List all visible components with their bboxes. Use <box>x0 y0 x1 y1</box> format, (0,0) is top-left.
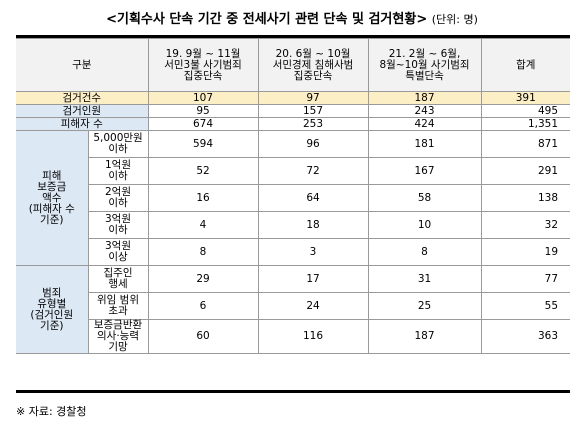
cell: 18 <box>257 211 369 239</box>
header-col1: 19. 9월 ~ 11월 서민3불 사기범죄 집중단속 <box>147 38 259 92</box>
cell: 674 <box>147 117 259 131</box>
cell: 391 <box>480 91 571 105</box>
table-row: 검거건수 107 97 187 391 <box>16 91 571 105</box>
table-row: 위임 범위 초과 6 24 25 55 <box>16 292 571 320</box>
title-text: <기획수사 단속 기간 중 전세사기 관련 단속 및 검거현황> <box>106 12 428 27</box>
source-note: ※ 자료: 경찰청 <box>16 405 87 418</box>
table-row: 2억원 이하 16 64 58 138 <box>16 184 571 212</box>
cell: 4 <box>147 211 259 239</box>
table-row: 검거인원 95 157 243 495 <box>16 104 571 118</box>
cell: 253 <box>257 117 369 131</box>
cell: 1,351 <box>480 117 571 131</box>
table-row: 1억원 이하 52 72 167 291 <box>16 157 571 185</box>
group-label-crime-type: 범죄 유형별 (검거인원 기준) <box>16 265 89 354</box>
header-col2: 20. 6월 ~ 10월 서민경제 침해사범 집중단속 <box>257 38 369 92</box>
cell: 19 <box>480 238 571 266</box>
cell: 60 <box>147 319 259 354</box>
cell: 64 <box>257 184 369 212</box>
cell: 6 <box>147 292 259 320</box>
cell: 424 <box>367 117 482 131</box>
cell: 58 <box>367 184 482 212</box>
row-label: 2억원 이하 <box>88 184 149 212</box>
cell: 116 <box>257 319 369 354</box>
cell: 77 <box>480 265 571 293</box>
cell: 291 <box>480 157 571 185</box>
cell: 181 <box>367 130 482 158</box>
cell: 29 <box>147 265 259 293</box>
cell: 363 <box>480 319 571 354</box>
cell: 138 <box>480 184 571 212</box>
row-label: 3억원 이하 <box>88 211 149 239</box>
table-row: 3억원 이상 8 3 8 19 <box>16 238 571 266</box>
cell: 157 <box>257 104 369 118</box>
cell: 16 <box>147 184 259 212</box>
table-row: 범죄 유형별 (검거인원 기준) 집주인 행세 29 17 31 77 <box>16 265 571 354</box>
cell: 97 <box>257 91 369 105</box>
cell: 95 <box>147 104 259 118</box>
cell: 31 <box>367 265 482 293</box>
row-label: 검거인원 <box>16 104 149 118</box>
table-row: 3억원 이하 4 18 10 32 <box>16 211 571 239</box>
cell: 107 <box>147 91 259 105</box>
cell: 594 <box>147 130 259 158</box>
table-row: 보증금반환 의사·능력 기망 60 116 187 363 <box>16 319 571 354</box>
stats-table-wrapper: 구분 19. 9월 ~ 11월 서민3불 사기범죄 집중단속 20. 6월 ~ … <box>16 35 571 393</box>
row-label: 1억원 이하 <box>88 157 149 185</box>
stats-table: 구분 19. 9월 ~ 11월 서민3불 사기범죄 집중단속 20. 6월 ~ … <box>16 38 571 354</box>
row-label: 검거건수 <box>16 91 149 105</box>
cell: 167 <box>367 157 482 185</box>
group-label-deposit: 피해 보증금 액수 (피해자 수 기준) <box>16 130 89 266</box>
cell: 495 <box>480 104 571 118</box>
cell: 32 <box>480 211 571 239</box>
row-label: 위임 범위 초과 <box>88 292 149 320</box>
cell: 8 <box>147 238 259 266</box>
row-label: 집주인 행세 <box>87 265 149 293</box>
row-label: 3억원 이상 <box>88 238 149 266</box>
row-label: 피해자 수 <box>16 117 149 131</box>
cell: 52 <box>147 157 259 185</box>
cell: 17 <box>257 265 369 293</box>
cell: 187 <box>367 91 482 105</box>
cell: 96 <box>257 130 369 158</box>
row-label: 5,000만원 이하 <box>87 130 149 158</box>
header-col3: 21. 2월 ~ 6월, 8월~10월 사기범죄 특별단속 <box>367 38 482 92</box>
cell: 10 <box>367 211 482 239</box>
table-row: 피해 보증금 액수 (피해자 수 기준) 5,000만원 이하 594 96 1… <box>16 130 571 266</box>
cell: 3 <box>257 238 369 266</box>
cell: 72 <box>257 157 369 185</box>
header-category: 구분 <box>16 38 149 92</box>
cell: 187 <box>367 319 482 354</box>
unit-text: (단위: 명) <box>431 13 478 26</box>
row-label: 보증금반환 의사·능력 기망 <box>88 319 149 354</box>
header-total: 합계 <box>480 38 571 92</box>
cell: 55 <box>480 292 571 320</box>
cell: 8 <box>367 238 482 266</box>
cell: 243 <box>367 104 482 118</box>
table-row: 피해자 수 674 253 424 1,351 <box>16 117 571 131</box>
cell: 871 <box>480 130 571 158</box>
cell: 24 <box>257 292 369 320</box>
cell: 25 <box>367 292 482 320</box>
table-title: <기획수사 단속 기간 중 전세사기 관련 단속 및 검거현황> (단위: 명) <box>0 8 584 27</box>
